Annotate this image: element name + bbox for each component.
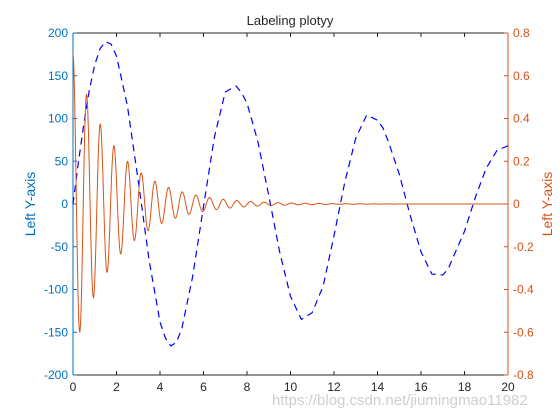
right-tick-label: 0.8 [513,26,530,40]
left-tick-label: 0 [61,197,68,211]
dashed-series-line [72,40,509,347]
chart-title: Labeling plotyy [247,13,334,28]
right-tick-label: 0.2 [513,154,530,168]
watermark-text: https://blog.csdn.net/jiumingmao11982 [272,392,528,409]
x-tick-label: 6 [200,380,207,394]
right-tick-label: -0.2 [513,240,534,254]
left-axis-label: Left Y-axis [22,172,38,237]
right-tick-label: -0.8 [513,368,534,382]
x-tick-label: 12 [327,380,341,394]
x-tick-label: 8 [244,380,251,394]
x-tick-label: 16 [414,380,428,394]
left-tick-label: -150 [44,325,68,339]
left-tick-label: -50 [51,240,69,254]
left-tick-label: 100 [48,112,68,126]
x-tick-label: 14 [371,380,385,394]
x-tick-label: 20 [501,380,515,394]
right-y-axis: -0.8 -0.6 -0.4 -0.2 0 0.2 0.4 0.6 0.8 [504,26,534,382]
right-axis-label: Left Y-axis [539,172,555,237]
x-axis: 0 2 4 6 8 10 12 14 16 18 20 [70,32,515,394]
series-lines [72,40,509,347]
left-tick-label: -200 [44,368,68,382]
left-tick-label: 200 [48,26,68,40]
x-tick-label: 2 [113,380,120,394]
x-tick-label: 18 [458,380,472,394]
left-tick-label: 150 [48,69,68,83]
right-tick-label: -0.6 [513,325,534,339]
right-tick-label: 0.6 [513,69,530,83]
left-tick-label: 50 [55,154,69,168]
x-tick-label: 0 [70,380,77,394]
right-tick-label: 0.4 [513,112,530,126]
right-tick-label: 0 [513,197,520,211]
solid-series-line [72,54,508,334]
left-tick-label: -100 [44,283,68,297]
x-tick-label: 10 [284,380,298,394]
right-tick-label: -0.4 [513,283,534,297]
left-y-axis: -200 -150 -100 -50 0 50 100 150 200 [44,26,77,382]
x-tick-label: 4 [157,380,164,394]
